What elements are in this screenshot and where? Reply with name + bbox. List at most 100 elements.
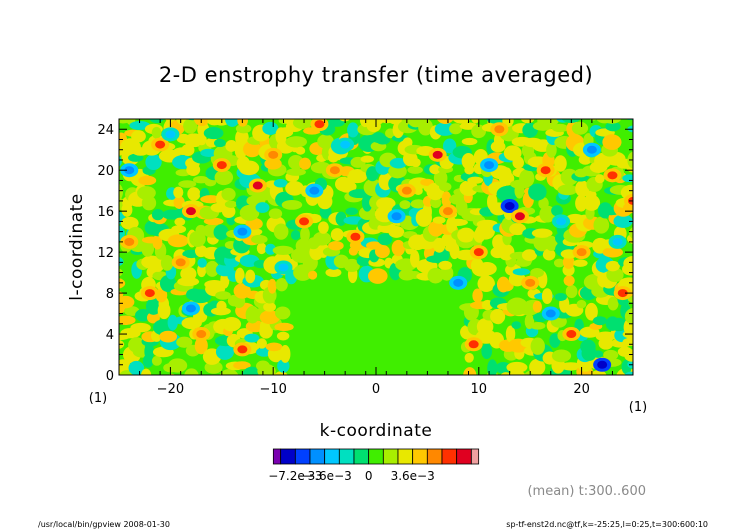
extremum-core <box>468 340 479 349</box>
heatmap-cell <box>141 240 155 257</box>
extremum-core <box>514 212 525 221</box>
heatmap-cell <box>594 174 605 184</box>
extremum-core <box>314 120 325 129</box>
heatmap-cell <box>593 216 610 234</box>
chart-title: 2-D enstrophy transfer (time averaged) <box>159 63 593 87</box>
heatmap-cell <box>505 325 516 343</box>
heatmap-cell <box>348 169 366 179</box>
extremum-core <box>566 330 577 339</box>
heatmap-cell <box>375 135 391 145</box>
extremum-core <box>473 248 484 257</box>
heatmap-cell <box>541 288 553 305</box>
heatmap-field <box>119 119 633 375</box>
extremum-core <box>540 166 551 175</box>
heatmap-cell <box>439 182 452 192</box>
extremum-core <box>607 171 618 180</box>
heatmap-cell <box>457 227 475 243</box>
colorbar-swatch <box>456 448 472 465</box>
extremum-core <box>586 145 597 154</box>
heatmap-cell <box>442 138 457 154</box>
heatmap-cell <box>490 308 506 324</box>
heatmap-cell <box>391 239 406 257</box>
heatmap-cell <box>119 156 122 167</box>
x-axis: −20 −10 0 10 20 <box>118 119 634 397</box>
heatmap-cell <box>377 233 393 246</box>
heatmap-cell <box>219 369 239 375</box>
heatmap-cell <box>519 169 535 188</box>
heatmap-cell <box>330 228 344 242</box>
heatmap-cell <box>399 200 411 210</box>
heatmap-cell <box>343 258 360 273</box>
heatmap-cell <box>464 352 474 363</box>
heatmap-cell <box>335 211 347 226</box>
heatmap-cell <box>506 361 528 373</box>
heatmap-cell <box>401 119 411 131</box>
heatmap-cell <box>242 366 262 375</box>
heatmap-cell <box>628 227 633 239</box>
heatmap-cell <box>120 216 139 230</box>
x-tick-label: −10 <box>259 382 286 397</box>
heatmap-cell <box>549 333 561 348</box>
extremum-core <box>237 227 248 236</box>
extremum-core <box>617 289 628 298</box>
heatmap-cell <box>285 136 308 148</box>
heatmap-cell <box>560 168 579 186</box>
colorbar-swatch <box>353 448 370 465</box>
extremum-core <box>155 140 166 149</box>
x-tick-label: −20 <box>157 382 184 397</box>
heatmap-cell <box>559 362 582 371</box>
heatmap-cell <box>173 186 184 199</box>
heatmap-cell <box>613 214 633 228</box>
heatmap-cell <box>428 220 445 237</box>
heatmap-cell <box>299 157 312 170</box>
heatmap-cell <box>624 308 633 325</box>
central-plateau <box>304 293 448 375</box>
heatmap-cell <box>292 119 313 130</box>
heatmap-cell <box>551 123 569 133</box>
extremum-core <box>350 232 361 241</box>
heatmap-cell <box>530 337 545 355</box>
heatmap-cell <box>276 331 290 341</box>
heatmap-cell <box>128 360 145 375</box>
heatmap-cell <box>521 249 537 262</box>
heatmap-cell <box>367 268 388 284</box>
heatmap-cell <box>317 134 334 149</box>
heatmap-cell <box>602 247 624 258</box>
heatmap-cell <box>496 185 519 202</box>
heatmap-cell <box>244 333 260 343</box>
heatmap-cell <box>194 337 208 355</box>
heatmap-cell <box>551 205 563 217</box>
heatmap-cell <box>580 339 596 354</box>
heatmap-cell <box>410 158 421 168</box>
heatmap-cell <box>573 259 588 267</box>
colorbar-swatch <box>294 448 311 465</box>
heatmap-cell <box>610 317 628 332</box>
heatmap-cell <box>273 179 288 188</box>
heatmap-cell <box>606 267 624 283</box>
heatmap-cell <box>345 207 359 216</box>
heatmap-cell <box>553 258 565 268</box>
heatmap-cell <box>361 193 373 212</box>
x-tick-label: 20 <box>573 382 590 397</box>
heatmap-cell <box>495 361 512 374</box>
heatmap-cell <box>130 322 151 333</box>
heatmap-cell <box>512 156 524 169</box>
footer-right-text: sp-tf-enst2d.nc@tf,k=-25:25,l=0:25,t=300… <box>506 520 708 529</box>
heatmap-cell <box>531 228 553 238</box>
heatmap-cell <box>511 321 522 330</box>
heatmap-cell <box>592 316 607 326</box>
heatmap-cell <box>274 371 288 375</box>
heatmap-cell <box>593 350 604 358</box>
heatmap-cell <box>151 208 164 221</box>
colorbar-swatch <box>441 448 458 465</box>
heatmap-cell <box>595 331 616 342</box>
heatmap-cell <box>152 234 163 250</box>
heatmap-cell <box>347 122 359 138</box>
heatmap-cell <box>131 130 146 143</box>
heatmap-cell <box>268 208 283 219</box>
heatmap-cell <box>214 138 226 148</box>
extremum-core <box>268 150 279 159</box>
heatmap-cell <box>512 268 531 276</box>
heatmap-cell <box>562 255 575 269</box>
heatmap-cell <box>251 234 268 244</box>
